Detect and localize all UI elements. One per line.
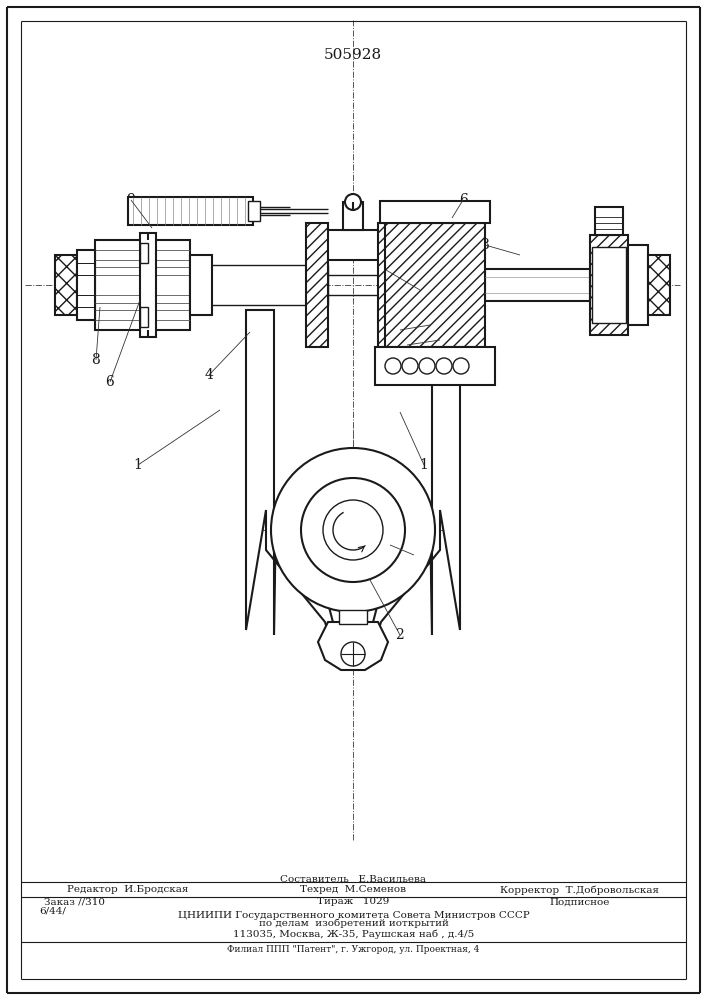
Text: 8: 8 (91, 353, 100, 367)
Circle shape (341, 642, 365, 666)
Bar (595, 207, 623, 235)
Text: 3: 3 (409, 548, 418, 562)
Circle shape (436, 358, 452, 374)
Bar (128, 197, 253, 225)
Text: 1: 1 (420, 458, 428, 472)
Polygon shape (246, 310, 460, 658)
Circle shape (385, 358, 401, 374)
Text: Тираж   1029: Тираж 1029 (317, 898, 390, 906)
Bar (343, 202, 363, 230)
Bar (140, 233, 156, 337)
Bar (190, 265, 328, 305)
Text: 6/44/: 6/44/ (40, 906, 66, 916)
Bar (485, 269, 590, 301)
Bar (95, 240, 190, 330)
Text: Филиал ППП "Патент", г. Ужгород, ул. Проектная, 4: Филиал ППП "Патент", г. Ужгород, ул. Про… (228, 946, 479, 954)
Bar (375, 347, 495, 385)
Bar (590, 235, 628, 335)
Bar (378, 223, 400, 347)
Text: Заказ //310: Заказ //310 (44, 898, 105, 906)
Circle shape (402, 358, 418, 374)
Bar (248, 201, 260, 221)
Text: Корректор  Т.Добровольская: Корректор Т.Добровольская (501, 885, 659, 895)
Text: 505928: 505928 (324, 48, 382, 62)
Circle shape (419, 358, 435, 374)
Bar (628, 245, 648, 325)
Bar (339, 610, 367, 624)
Circle shape (345, 194, 361, 210)
Text: Редактор  И.Бродская: Редактор И.Бродская (66, 886, 188, 894)
Bar (140, 307, 148, 327)
Text: ЦНИИПИ Государственного комитета Совета Министров СССР: ЦНИИПИ Государственного комитета Совета … (177, 910, 530, 920)
Circle shape (271, 448, 435, 612)
Bar (55, 255, 77, 315)
Bar (380, 201, 490, 223)
Text: Подписное: Подписное (549, 898, 610, 906)
Text: 5: 5 (395, 323, 404, 337)
Bar (592, 247, 626, 323)
Text: Составитель   Е.Васильева: Составитель Е.Васильева (281, 874, 426, 884)
Circle shape (301, 478, 405, 582)
Text: 6: 6 (459, 193, 467, 207)
Circle shape (453, 358, 469, 374)
Bar (140, 243, 148, 263)
Bar (648, 255, 670, 315)
Text: по делам  изобретений иоткрытий: по делам изобретений иоткрытий (259, 918, 448, 928)
Text: 8: 8 (480, 238, 489, 252)
Bar (306, 223, 328, 347)
Bar (316, 230, 390, 260)
Text: 113035, Москва, Ж-35, Раушская наб , д.4/5: 113035, Москва, Ж-35, Раушская наб , д.4… (233, 929, 474, 939)
Bar (385, 223, 485, 347)
Circle shape (323, 500, 383, 560)
Text: 6: 6 (105, 375, 114, 389)
Bar (190, 255, 212, 315)
Text: 4: 4 (204, 368, 213, 382)
Text: 2: 2 (395, 628, 404, 642)
Text: 9: 9 (127, 193, 135, 207)
Text: Техред  М.Семенов: Техред М.Семенов (300, 886, 407, 894)
Polygon shape (318, 622, 388, 670)
Bar (77, 250, 95, 320)
Text: 5: 5 (381, 263, 390, 277)
Text: 1: 1 (134, 458, 142, 472)
Text: 7: 7 (402, 338, 411, 352)
